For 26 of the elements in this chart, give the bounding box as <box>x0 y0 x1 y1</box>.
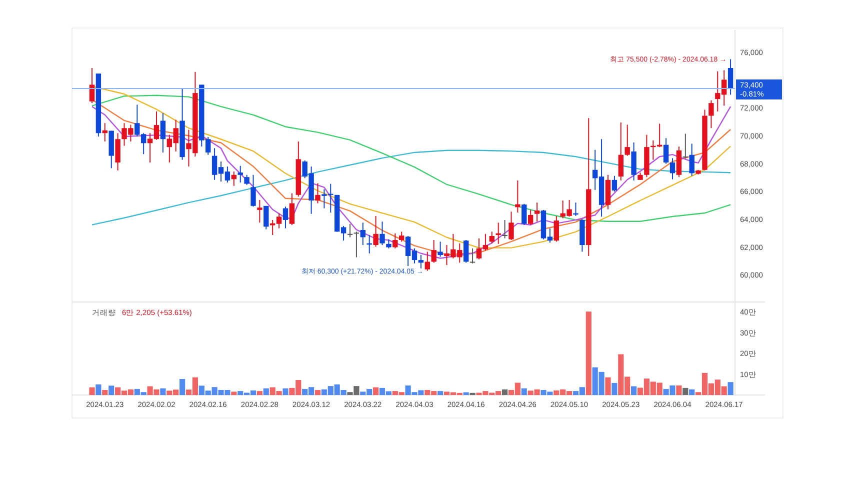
bar <box>282 388 288 395</box>
bar <box>676 385 682 395</box>
bar <box>96 384 102 395</box>
bar <box>630 386 637 395</box>
bar <box>463 392 469 395</box>
bar <box>728 382 734 395</box>
bar <box>263 388 269 395</box>
line-series <box>91 150 732 226</box>
bar <box>682 388 688 395</box>
bar <box>160 388 166 395</box>
bar <box>605 377 611 395</box>
bar <box>179 378 186 395</box>
bar <box>521 388 527 395</box>
bar <box>256 391 262 395</box>
bar <box>689 389 695 395</box>
bar <box>102 390 108 395</box>
bar <box>108 386 114 395</box>
bar <box>612 382 618 395</box>
bar <box>586 312 592 395</box>
bar <box>372 387 379 395</box>
bar <box>502 389 508 395</box>
bar <box>89 387 95 395</box>
line-series <box>91 94 732 222</box>
bar <box>437 391 444 395</box>
bar <box>314 390 321 395</box>
bar <box>231 392 237 395</box>
